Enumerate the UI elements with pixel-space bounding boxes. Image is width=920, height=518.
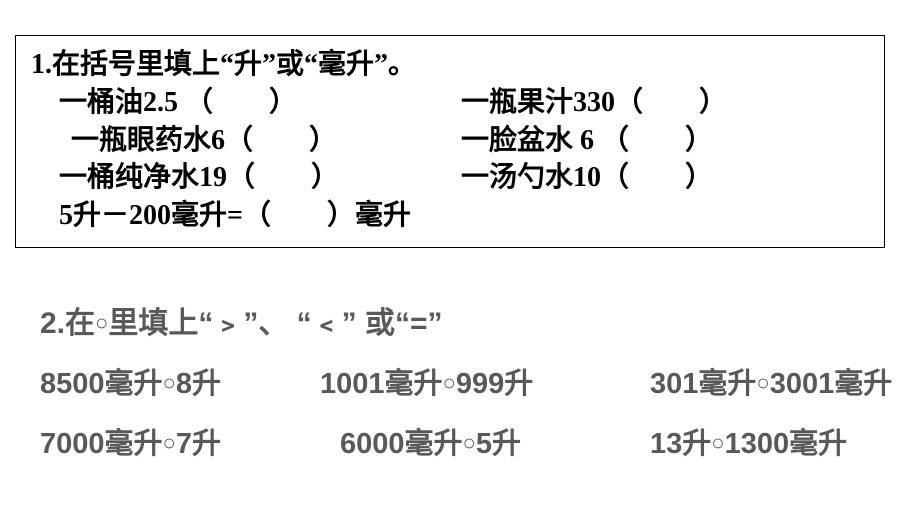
eq-symbol: = — [410, 307, 428, 340]
q2-left-value: 13升 — [650, 428, 711, 460]
q1-item-basin: 一脸盆水 6 （ ） — [461, 122, 869, 160]
q2-left-value: 8500毫升 — [40, 368, 163, 400]
question-1-row-2: 一瓶眼药水6（ ） 一脸盆水 6 （ ） — [31, 122, 869, 160]
gt-symbol: ﹥ — [213, 307, 243, 340]
q2-compare-5: 6000毫升○5升 — [320, 420, 650, 462]
circle-icon: ○ — [163, 430, 176, 456]
q2-left-value: 301毫升 — [650, 368, 756, 400]
quote-close-2: ” — [342, 307, 357, 340]
circle-icon: ○ — [463, 430, 476, 456]
question-2-row-1: 8500毫升○8升 1001毫升○999升 301毫升○3001毫升 — [40, 360, 905, 402]
q2-compare-1: 8500毫升○8升 — [40, 360, 320, 402]
question-1-title: 1.在括号里填上“升”或“毫升”。 — [31, 46, 869, 84]
circle-icon: ○ — [95, 310, 108, 336]
separator-2: 或 — [365, 307, 395, 340]
q2-right-value: 1300毫升 — [725, 428, 848, 460]
separator-1: 、 — [258, 307, 288, 340]
q2-title-mid: 里填上 — [108, 307, 198, 340]
quote-close-3: ” — [428, 307, 443, 340]
question-2-title: 2.在○里填上“﹥”、 “﹤” 或“=” — [40, 298, 905, 342]
q2-right-value: 999升 — [456, 368, 533, 400]
q2-right-value: 3001毫升 — [770, 368, 893, 400]
q2-compare-2: 1001毫升○999升 — [320, 360, 650, 402]
q2-left-value: 6000毫升 — [340, 428, 463, 460]
q2-right-value: 5升 — [476, 428, 521, 460]
q2-compare-4: 7000毫升○7升 — [40, 420, 320, 462]
q2-title-prefix: 2.在 — [40, 307, 95, 340]
q1-item-juice: 一瓶果汁330（ ） — [461, 84, 869, 122]
quote-close-1: ” — [243, 307, 258, 340]
q1-item-purewater: 一桶纯净水19（ ） — [31, 159, 461, 197]
q2-left-value: 1001毫升 — [320, 368, 443, 400]
q2-left-value: 7000毫升 — [40, 428, 163, 460]
question-2-row-2: 7000毫升○7升 6000毫升○5升 13升○1300毫升 — [40, 420, 905, 462]
circle-icon: ○ — [163, 370, 176, 396]
quote-open-3: “ — [395, 307, 410, 340]
q2-compare-6: 13升○1300毫升 — [650, 420, 905, 462]
question-2-section: 2.在○里填上“﹥”、 “﹤” 或“=” 8500毫升○8升 1001毫升○99… — [15, 298, 905, 462]
q2-right-value: 8升 — [176, 368, 221, 400]
quote-open-1: “ — [198, 307, 213, 340]
question-1-row-1: 一桶油2.5 （ ） 一瓶果汁330（ ） — [31, 84, 869, 122]
q1-item-spoon: 一汤勺水10（ ） — [461, 159, 869, 197]
circle-icon: ○ — [443, 370, 456, 396]
q2-compare-3: 301毫升○3001毫升 — [650, 360, 905, 402]
circle-icon: ○ — [756, 370, 769, 396]
lt-symbol: ﹤ — [312, 307, 342, 340]
q1-item-eyedrops: 一瓶眼药水6（ ） — [31, 122, 461, 160]
question-1-row-3: 一桶纯净水19（ ） 一汤勺水10（ ） — [31, 159, 869, 197]
q1-item-oil: 一桶油2.5 （ ） — [31, 84, 461, 122]
circle-icon: ○ — [711, 430, 724, 456]
quote-open-2: “ — [297, 307, 312, 340]
question-1-box: 1.在括号里填上“升”或“毫升”。 一桶油2.5 （ ） 一瓶果汁330（ ） … — [15, 35, 885, 248]
q1-item-calculation: 5升－200毫升=（ ）毫升 — [31, 197, 869, 235]
q2-right-value: 7升 — [176, 428, 221, 460]
